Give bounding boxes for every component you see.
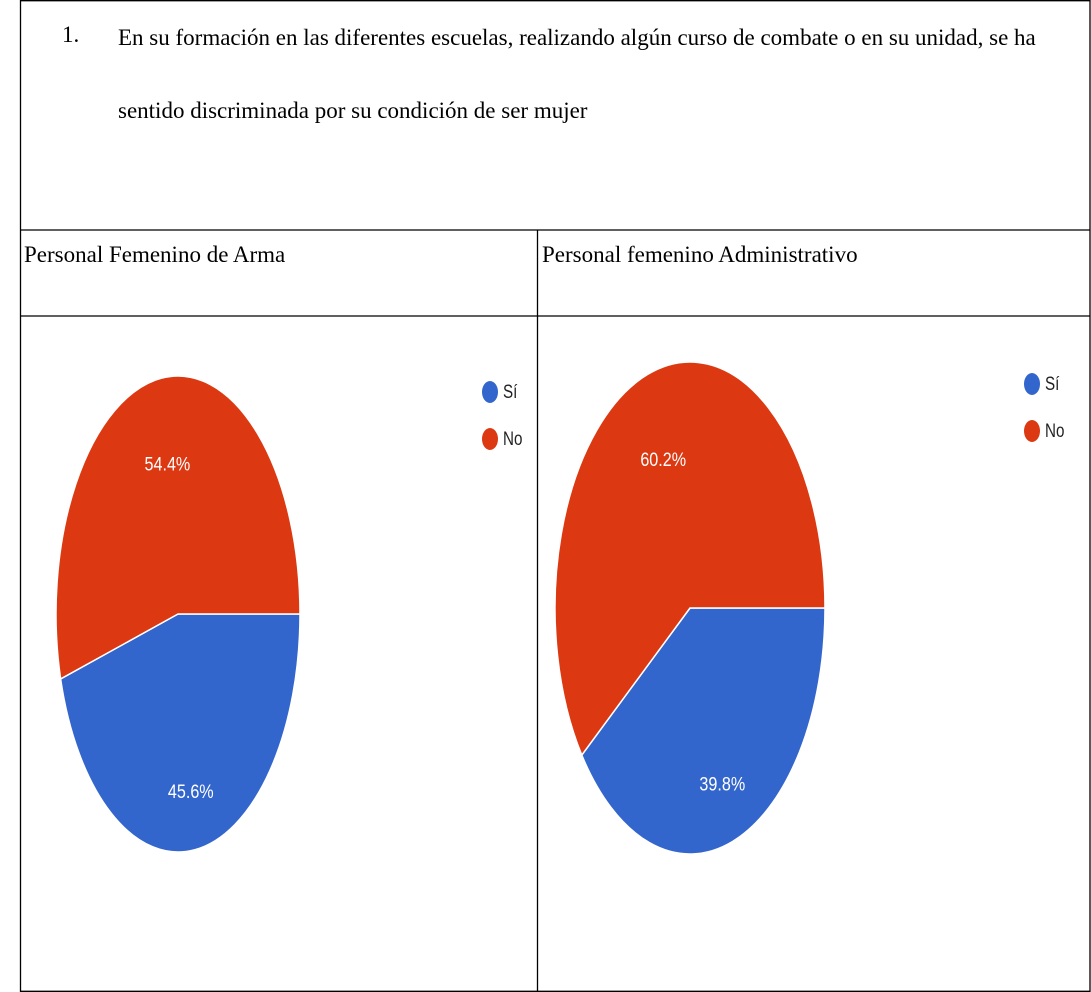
question-text: En su formación en las diferentes escuel… [118, 25, 1036, 123]
column-header: Personal femenino Administrativo [542, 242, 858, 267]
slice-label: 60.2% [640, 449, 686, 471]
legend-marker [482, 428, 498, 450]
question-number: 1. [62, 22, 80, 47]
legend-label: No [1045, 419, 1064, 441]
legend-label: Sí [503, 380, 518, 402]
legend-marker [1024, 420, 1040, 442]
slice-label: 54.4% [145, 453, 191, 475]
pie-slice [59, 613, 301, 853]
slice-label: 39.8% [699, 773, 745, 795]
legend-marker [482, 381, 498, 403]
legend-label: Sí [1045, 372, 1060, 394]
legend-label: No [503, 427, 522, 449]
pie-slice [580, 607, 826, 855]
legend-marker [1024, 373, 1040, 395]
slice-label: 45.6% [168, 781, 214, 803]
column-header: Personal Femenino de Arma [24, 242, 286, 267]
table-borders [19, 0, 1091, 992]
pie-slice [554, 361, 826, 757]
pie-slice [55, 375, 301, 681]
